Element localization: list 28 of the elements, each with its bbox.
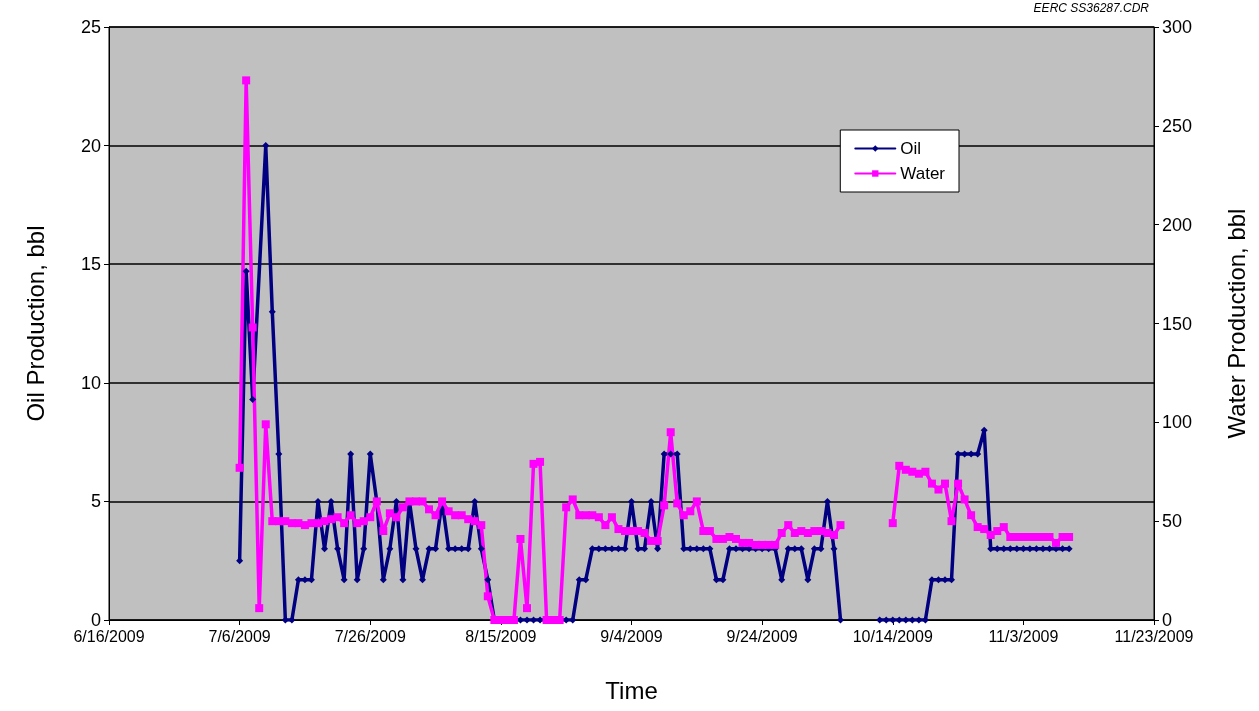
y-tick-label: 0 [90,610,101,630]
x-tick-label: 11/23/2009 [1114,627,1194,645]
x-tick-label: 6/16/2009 [73,627,145,645]
y2-tick-label: 300 [1162,17,1193,37]
x-tick-label: 9/4/2009 [600,627,663,645]
y2-tick-label: 0 [1162,610,1173,630]
x-tick-label: 9/24/2009 [726,627,798,645]
y2-tick-label: 200 [1162,214,1193,235]
y-tick-label: 5 [90,491,101,512]
y-tick-label: 25 [80,17,101,37]
y2-axis-title: Water Production, bbl [1222,208,1250,439]
legend-label: Oil [900,139,922,158]
x-tick-label: 7/6/2009 [208,627,271,645]
y2-tick-label: 250 [1162,115,1193,136]
x-tick-label: 10/14/2009 [852,627,933,645]
legend-label: Water [900,164,946,183]
y2-tick-label: 150 [1162,313,1193,334]
y2-tick-label: 100 [1162,412,1193,433]
x-axis-title: Time [605,676,658,704]
y-tick-label: 10 [80,372,101,393]
text: EERC SS36287.CDR [1033,1,1150,15]
x-tick-label: 11/3/2009 [988,627,1059,645]
y-tick-label: 15 [80,254,101,275]
x-tick-label: 7/26/2009 [334,627,406,645]
y-tick-label: 20 [80,135,101,156]
y-axis-title: Oil Production, bbl [21,225,49,422]
x-tick-label: 8/15/2009 [465,627,537,645]
y2-tick-label: 50 [1162,511,1183,532]
